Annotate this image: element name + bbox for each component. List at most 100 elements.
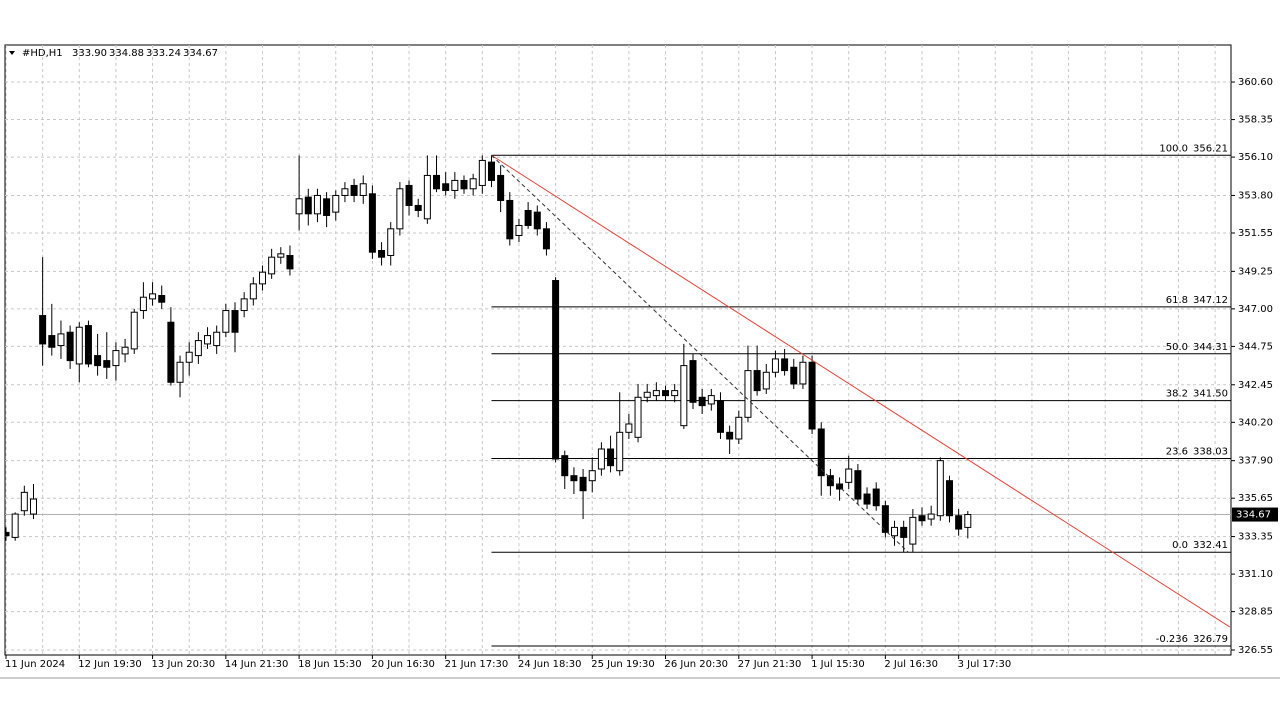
menu-arrow[interactable] xyxy=(9,51,15,55)
y-tick-label: 351.55 xyxy=(1238,228,1273,239)
candle-body xyxy=(20,491,28,512)
x-tick-label: 1 Jul 15:30 xyxy=(811,659,865,670)
candle-body xyxy=(533,211,541,230)
candle-body xyxy=(872,488,880,507)
candle-body xyxy=(66,331,74,362)
candle-body xyxy=(84,325,92,365)
y-tick-label: 333.35 xyxy=(1238,532,1273,543)
candle-body xyxy=(304,196,312,215)
candle-body xyxy=(652,390,660,397)
y-tick-label: 347.00 xyxy=(1238,304,1273,315)
candle-body xyxy=(112,350,120,367)
candle-body xyxy=(588,470,596,482)
candle-body xyxy=(5,531,10,537)
plot-area xyxy=(5,45,1231,655)
y-tick-label: 356.10 xyxy=(1238,152,1273,163)
candle-body xyxy=(790,366,798,385)
candle-body xyxy=(204,335,212,345)
candle-body xyxy=(955,515,963,530)
candle-body xyxy=(634,396,642,438)
candle-body xyxy=(579,476,587,492)
ohlc-close: 334.67 xyxy=(183,48,218,59)
candle-body xyxy=(149,293,157,300)
x-tick-label: 14 Jun 21:30 xyxy=(225,659,289,670)
candle-body xyxy=(515,224,523,236)
y-tick-label: 337.90 xyxy=(1238,456,1273,467)
candle-body xyxy=(442,183,450,191)
last-price-tag xyxy=(1232,507,1278,522)
candle-body xyxy=(478,159,486,186)
ohlc-high: 334.88 xyxy=(109,48,144,59)
ohlc-low: 333.24 xyxy=(146,48,181,59)
candle-body xyxy=(845,468,853,483)
candle-body xyxy=(359,183,367,196)
candle-body xyxy=(680,365,688,427)
candle-body xyxy=(716,400,724,433)
x-tick-label: 26 Jun 20:30 xyxy=(665,659,729,670)
candle-body xyxy=(323,198,331,216)
candle-body xyxy=(808,361,816,430)
x-tick-label: 21 Jun 17:30 xyxy=(445,659,509,670)
candle-body xyxy=(771,358,779,373)
candle-body xyxy=(817,428,825,477)
candle-body xyxy=(616,431,624,472)
y-tick-label: 340.20 xyxy=(1238,417,1273,428)
candle-body xyxy=(286,255,294,270)
candle-body xyxy=(927,513,935,520)
candle-body xyxy=(433,174,441,190)
candle-body xyxy=(396,188,404,230)
candle-body xyxy=(57,333,65,347)
y-tick-label: 353.80 xyxy=(1238,190,1273,201)
plot-border xyxy=(4,44,1232,656)
x-tick-label: 12 Jun 19:30 xyxy=(78,659,142,670)
candle-body xyxy=(451,179,459,191)
candle-body xyxy=(176,361,184,383)
candle-body xyxy=(277,253,285,258)
candle-body xyxy=(597,448,605,470)
fib-price: 356.21 xyxy=(1193,143,1228,154)
candle-body xyxy=(249,283,257,300)
candle-body xyxy=(48,335,56,348)
x-tick-label: 24 Jun 18:30 xyxy=(518,659,582,670)
candle-body xyxy=(753,370,761,392)
candle-body xyxy=(497,174,505,201)
fib-price: 341.50 xyxy=(1193,389,1228,400)
candle-body xyxy=(909,516,917,545)
x-tick-label: 3 Jul 17:30 xyxy=(958,659,1012,670)
candle-body xyxy=(423,174,431,220)
fib-price: 332.41 xyxy=(1193,540,1228,551)
x-tick-label: 2 Jul 16:30 xyxy=(884,659,938,670)
candle-body xyxy=(762,371,770,390)
candle-body xyxy=(662,390,670,397)
fib-price: 326.79 xyxy=(1193,634,1228,645)
x-tick-label: 13 Jun 20:30 xyxy=(152,659,216,670)
candle-body xyxy=(552,280,560,460)
candle-body xyxy=(698,396,706,407)
candle-body xyxy=(103,360,111,368)
candle-body xyxy=(854,470,862,500)
candle-body xyxy=(936,460,944,517)
candle-body xyxy=(167,321,175,383)
fib-ratio: 38.2 xyxy=(1166,389,1188,400)
candle-body xyxy=(29,498,37,515)
candle-body xyxy=(891,526,899,537)
candle-body xyxy=(185,351,193,363)
candle-body xyxy=(213,331,221,347)
candle-body xyxy=(94,355,102,367)
candle-body xyxy=(11,513,19,538)
candle-body xyxy=(295,198,303,215)
candle-body xyxy=(671,390,679,397)
y-tick-label: 344.75 xyxy=(1238,341,1273,352)
candle-body xyxy=(881,505,889,533)
fib-price: 344.31 xyxy=(1193,342,1228,353)
candle-body xyxy=(121,346,129,355)
y-tick-label: 331.10 xyxy=(1238,569,1273,580)
candle-body xyxy=(469,178,477,190)
x-tick-label: 20 Jun 16:30 xyxy=(371,659,435,670)
y-tick-label: 328.85 xyxy=(1238,607,1273,618)
candle-body xyxy=(460,179,468,190)
trend-line xyxy=(491,154,909,553)
y-tick-label: 360.60 xyxy=(1238,77,1273,88)
fib-price: 338.03 xyxy=(1193,447,1228,458)
candle-body xyxy=(240,298,248,312)
